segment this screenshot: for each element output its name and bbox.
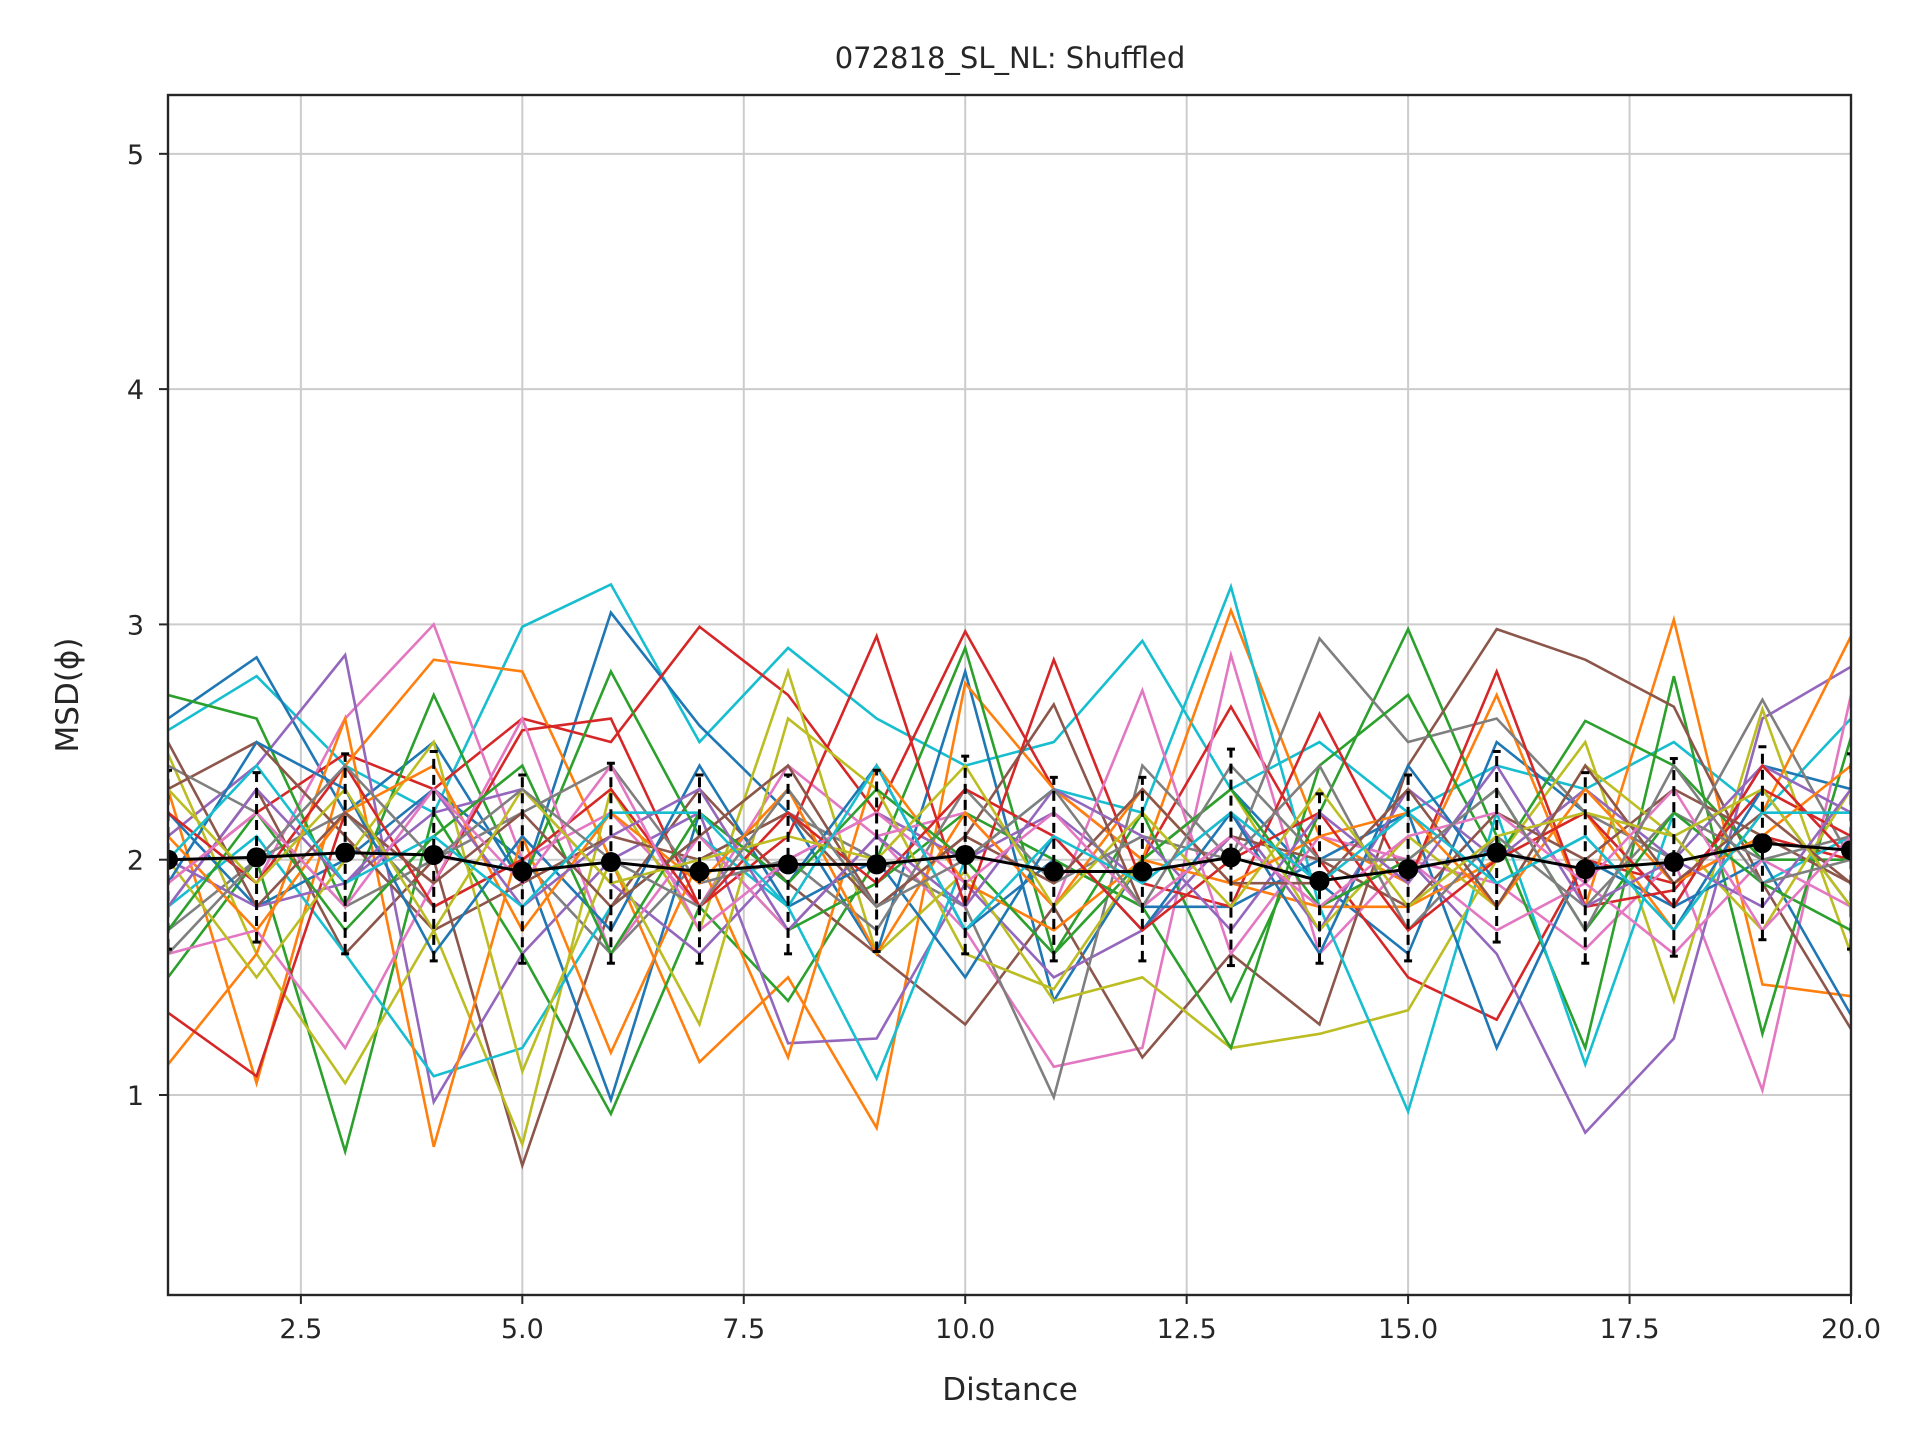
series-line-5 [168, 622, 1851, 1095]
mean-point [1663, 852, 1684, 873]
mean-point [955, 845, 976, 865]
y-tick-label: 5 [127, 140, 144, 171]
x-tick-label: 12.5 [1157, 1314, 1217, 1345]
series-line-7 [168, 627, 1851, 1170]
mean-point [866, 854, 887, 875]
mean-point [246, 847, 267, 868]
series-line-1 [168, 582, 1851, 815]
plot-frame [166, 93, 1853, 1297]
mean-line [168, 841, 1851, 883]
series-lines [168, 582, 1851, 1170]
series-line-3 [168, 624, 1851, 1022]
series-line-24 [168, 763, 1851, 933]
series-line-10 [168, 667, 1851, 1149]
chart-title: 072818_SL_NL: Shuffled [835, 41, 1186, 75]
mean-point [1841, 840, 1851, 861]
series-line-15 [168, 632, 1851, 1079]
mean-point [600, 852, 621, 873]
x-tick-label: 15.0 [1378, 1314, 1438, 1345]
x-tick-label: 7.5 [722, 1314, 765, 1345]
mean-point [1575, 859, 1596, 880]
series-line-8 [168, 652, 1851, 1135]
x-tick-label: 20.0 [1821, 1314, 1881, 1345]
x-axis-ticks: 2.5 5.0 7.5 10.0 12.5 15.0 17.5 20.0 [279, 1295, 1881, 1345]
mean-point [335, 842, 356, 863]
mean-point [423, 845, 444, 865]
mean-point [1309, 870, 1330, 891]
mean-point [778, 854, 799, 875]
series-line-26 [168, 741, 1851, 910]
mean-point [1398, 859, 1419, 880]
y-tick-label: 1 [127, 1081, 144, 1112]
x-tick-label: 2.5 [279, 1314, 322, 1345]
x-tick-label: 5.0 [501, 1314, 544, 1345]
y-axis-ticks: 1 2 3 4 5 [127, 140, 168, 1112]
series-line-27 [168, 763, 1851, 933]
series-line-30 [168, 763, 1851, 955]
mean-point [1486, 842, 1507, 863]
mean-series [168, 745, 1851, 968]
series-line-28 [168, 763, 1851, 933]
mean-point [689, 861, 710, 882]
x-tick-label: 17.5 [1599, 1314, 1659, 1345]
y-tick-label: 4 [127, 375, 144, 406]
mean-point [168, 849, 178, 870]
y-axis-label: MSD(ϕ) [50, 638, 86, 753]
mean-point [1752, 833, 1773, 854]
mean-point [1220, 847, 1241, 868]
mean-point [1132, 861, 1153, 882]
mean-point [512, 861, 533, 882]
y-tick-label: 2 [127, 846, 144, 877]
series-line-6 [168, 625, 1851, 1157]
x-tick-label: 10.0 [935, 1314, 995, 1345]
mean-point [1043, 861, 1064, 882]
grid [168, 95, 1852, 1295]
x-axis-label: Distance [942, 1372, 1078, 1408]
y-tick-label: 3 [127, 610, 144, 641]
series-line-17 [168, 701, 1851, 932]
